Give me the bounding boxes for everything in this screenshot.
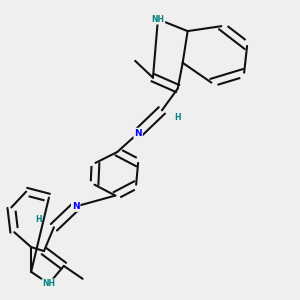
- Text: N: N: [134, 129, 142, 138]
- Text: NH: NH: [152, 15, 164, 24]
- Text: H: H: [35, 215, 42, 224]
- Text: H: H: [174, 113, 180, 122]
- Text: N: N: [72, 202, 80, 211]
- Text: NH: NH: [42, 279, 56, 288]
